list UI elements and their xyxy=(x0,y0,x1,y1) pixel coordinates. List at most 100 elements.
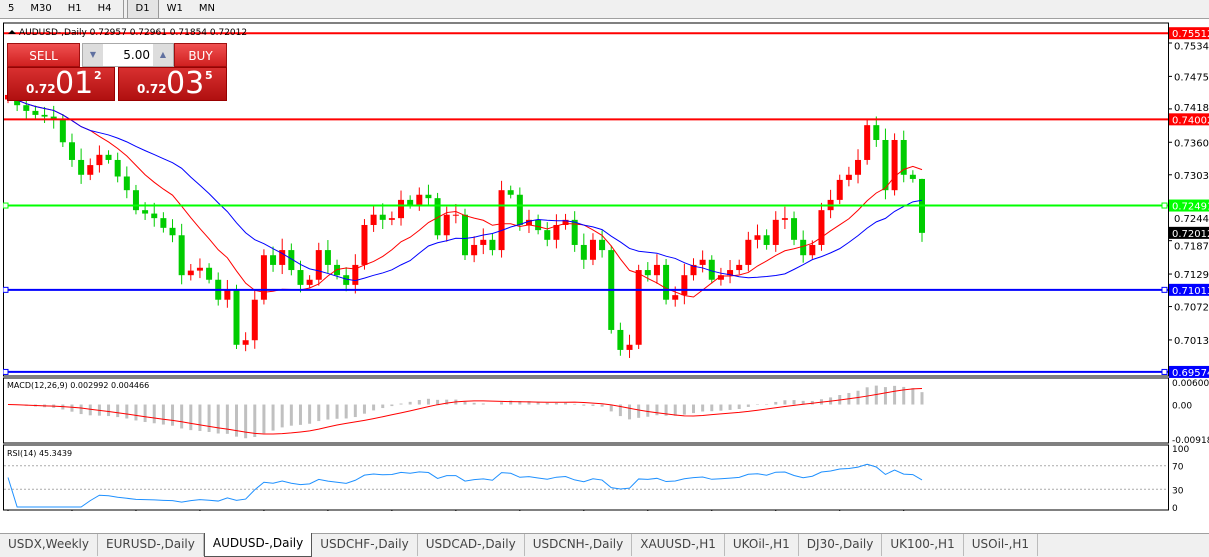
bearish-candle xyxy=(32,110,39,115)
timeframe-5[interactable]: 5 xyxy=(8,3,15,14)
chart-tab[interactable]: EURUSD-,Daily xyxy=(98,534,204,556)
y-tick-label: 0.72445 xyxy=(1174,214,1209,225)
bullish-candle xyxy=(845,174,852,180)
bearish-candle xyxy=(142,210,149,214)
bearish-candle xyxy=(644,270,651,276)
bid-price-label: 0.72012 xyxy=(1172,229,1209,240)
chart-tab[interactable]: USDCNH-,Daily xyxy=(525,534,633,556)
bullish-candle xyxy=(352,264,359,285)
price-label-bg xyxy=(1169,283,1209,296)
macd-signal-line xyxy=(7,388,923,435)
buy-button[interactable]: BUY xyxy=(174,43,227,67)
bearish-candle xyxy=(800,239,807,256)
bearish-candle xyxy=(343,275,350,285)
decrease-volume-button[interactable]: ▼ xyxy=(83,44,103,66)
buy-price-prefix: 0.72 xyxy=(137,82,167,96)
chart-tab[interactable]: UK100-,H1 xyxy=(882,534,964,556)
chart-tab[interactable]: USDX,Weekly xyxy=(0,534,98,556)
bullish-candle xyxy=(809,244,816,256)
line-handle[interactable] xyxy=(1161,368,1168,375)
macd-panel[interactable] xyxy=(3,377,1169,444)
line-handle[interactable] xyxy=(3,202,9,209)
timeframe-h1[interactable]: H1 xyxy=(67,3,82,14)
bullish-candle xyxy=(717,275,724,280)
bearish-candle xyxy=(270,255,277,265)
chart-tab[interactable]: AUDUSD-,Daily xyxy=(203,533,313,557)
volume-stepper[interactable]: ▼ ▲ xyxy=(82,43,174,67)
bearish-candle xyxy=(571,219,578,245)
rsi-panel[interactable] xyxy=(3,444,1169,511)
bullish-candle xyxy=(398,199,405,219)
collapse-triangle-icon[interactable] xyxy=(8,30,16,34)
sell-price-pips: 01 xyxy=(55,66,94,101)
price-label: 0.72491 xyxy=(1172,202,1209,213)
bullish-candle xyxy=(653,264,660,276)
bearish-candle xyxy=(425,194,432,199)
rsi-tick-label: 100 xyxy=(1172,445,1189,455)
bearish-candle xyxy=(873,125,880,140)
buy-price[interactable]: 0.72 03 5 xyxy=(118,66,227,101)
bullish-candle xyxy=(370,214,377,225)
bid-label-bg xyxy=(1169,226,1209,239)
bearish-candle xyxy=(507,190,514,195)
y-tick-label: 0.71875 xyxy=(1174,241,1209,252)
line-handle[interactable] xyxy=(3,286,9,293)
price-label: 0.74002 xyxy=(1172,115,1209,126)
bullish-candle xyxy=(891,139,898,191)
bullish-candle xyxy=(864,125,871,160)
bullish-candle xyxy=(836,179,843,200)
chart-tab[interactable]: USDCAD-,Daily xyxy=(418,534,525,556)
bearish-candle xyxy=(763,235,770,245)
timeframe-w1[interactable]: W1 xyxy=(166,3,183,14)
volume-input[interactable] xyxy=(103,44,153,66)
chart-tab[interactable]: UKOil-,H1 xyxy=(725,534,799,556)
bullish-candle xyxy=(260,255,267,300)
bullish-candle xyxy=(96,154,103,166)
sell-price-fraction: 2 xyxy=(94,69,102,82)
rsi-line xyxy=(7,463,923,508)
line-handle[interactable] xyxy=(1161,286,1168,293)
bearish-candle xyxy=(708,259,715,280)
increase-volume-button[interactable]: ▲ xyxy=(153,44,173,66)
chart-header: AUDUSD-,Daily 0.72957 0.72961 0.71854 0.… xyxy=(19,28,247,38)
price-label: 0.75512 xyxy=(1172,29,1209,40)
chart-tab[interactable]: USDCHF-,Daily xyxy=(312,534,418,556)
line-handle[interactable] xyxy=(1161,202,1168,209)
rsi-tick-label: 0 xyxy=(1172,504,1178,511)
bearish-candle xyxy=(297,270,304,285)
timeframe-mn[interactable]: MN xyxy=(198,3,215,14)
bearish-candle xyxy=(178,235,185,276)
bearish-candle xyxy=(663,264,670,300)
price-label-bg xyxy=(1169,113,1209,126)
toolbar-separator xyxy=(122,0,124,18)
chart-tab[interactable]: DJ30-,Daily xyxy=(799,534,883,556)
bearish-candle xyxy=(23,105,30,111)
chart-tab[interactable]: USOil-,H1 xyxy=(964,534,1039,556)
y-tick-label: 0.74755 xyxy=(1174,72,1209,83)
sell-button[interactable]: SELL xyxy=(7,43,80,67)
bullish-candle xyxy=(498,190,505,251)
rsi-tick-label: 30 xyxy=(1172,486,1184,496)
bullish-candle xyxy=(480,239,487,245)
price-label: 0.69574 xyxy=(1172,368,1209,379)
bullish-candle xyxy=(855,159,862,175)
bearish-candle xyxy=(516,194,523,225)
bearish-candle xyxy=(132,190,139,211)
bearish-candle xyxy=(544,230,551,240)
timeframe-h4[interactable]: H4 xyxy=(97,3,112,14)
bullish-candle xyxy=(361,224,368,265)
sell-price[interactable]: 0.72 01 2 xyxy=(7,66,115,101)
bullish-candle xyxy=(745,239,752,265)
y-tick-label: 0.70135 xyxy=(1174,336,1209,347)
chart-tab[interactable]: XAUUSD-,H1 xyxy=(632,534,725,556)
line-handle[interactable] xyxy=(3,368,9,375)
bullish-candle xyxy=(699,259,706,265)
timeframe-d1[interactable]: D1 xyxy=(126,0,159,18)
timeframe-m30[interactable]: M30 xyxy=(30,3,52,14)
buy-price-fraction: 5 xyxy=(205,69,213,82)
